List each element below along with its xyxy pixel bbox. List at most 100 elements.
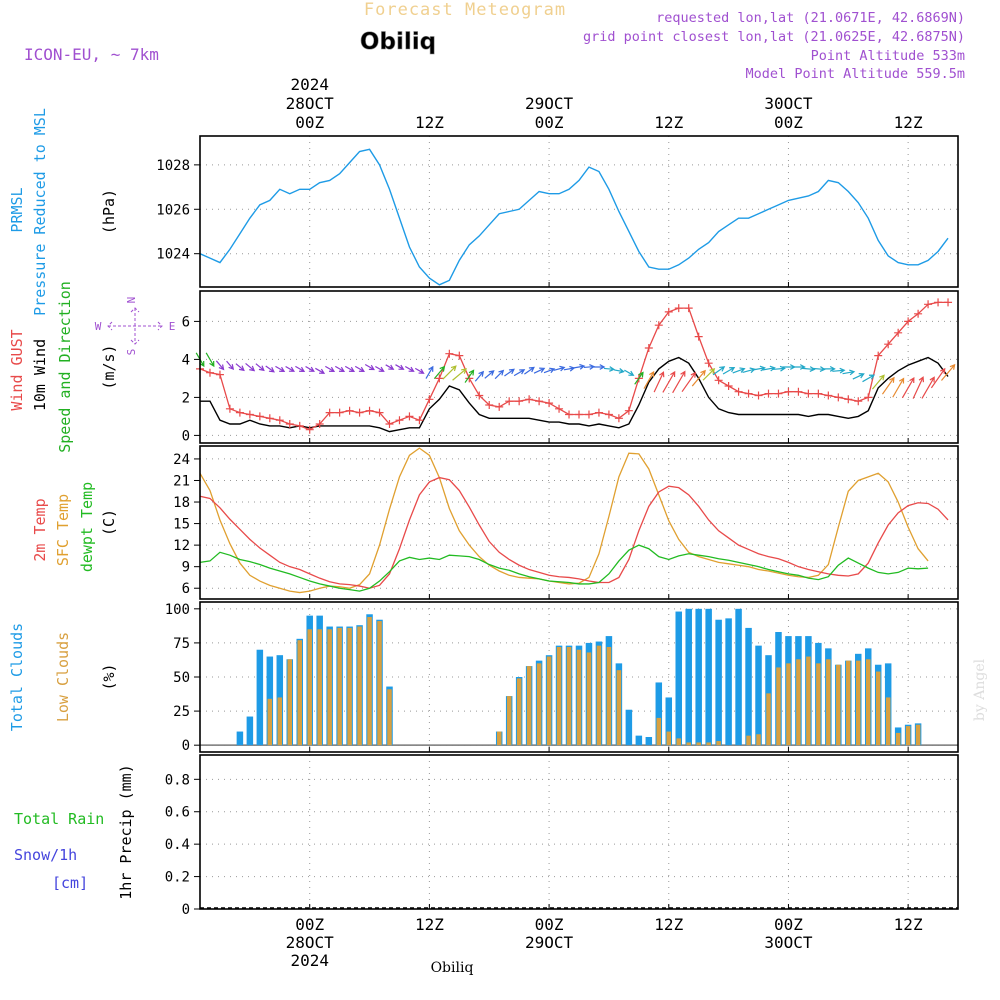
- gust-marker: [525, 395, 534, 404]
- gust-marker: [924, 300, 933, 309]
- y-tick-label: 0.2: [165, 870, 190, 886]
- wind-direction-arrow: [603, 366, 616, 372]
- wind-direction-arrow: [442, 365, 457, 380]
- gust-marker: [305, 425, 314, 434]
- gust-marker: [505, 397, 514, 406]
- wind-direction-arrow: [404, 365, 415, 372]
- gust-marker: [355, 408, 364, 417]
- grid-point-coords: grid point closest lon,lat (21.0625E, 42…: [583, 29, 965, 45]
- model-label: ICON-EU, ~ 7km: [24, 45, 159, 64]
- low-cloud-bar: [696, 742, 701, 746]
- wind-direction-arrow: [573, 363, 586, 370]
- bottom-time-label: 29OCT: [525, 933, 574, 952]
- wind-direction-arrow: [852, 373, 865, 380]
- wind-direction-arrow: [681, 371, 697, 393]
- pressure-label-msl: Pressure Reduced to MSL: [31, 108, 49, 316]
- low-cloud-bar: [905, 726, 911, 746]
- low-cloud-bar: [666, 731, 672, 746]
- gust-marker: [545, 399, 554, 408]
- gust-marker: [644, 344, 653, 352]
- requested-coords: requested lon,lat (21.0671E, 42.6869N): [656, 10, 965, 26]
- wind-direction-arrow: [553, 365, 566, 372]
- gust-marker: [914, 309, 923, 318]
- wind-direction-arrow: [494, 369, 505, 380]
- top-time-label: 12Z: [415, 113, 444, 132]
- low-cloud-bar: [556, 647, 562, 746]
- gust-marker: [255, 412, 264, 421]
- wind-direction-arrow: [752, 365, 766, 372]
- low-cloud-bar: [796, 659, 801, 746]
- gust-marker: [405, 412, 414, 421]
- wind-direction-arrow: [712, 366, 726, 376]
- gust-marker: [734, 387, 743, 396]
- y-tick-label: 0: [182, 902, 190, 918]
- gust-marker: [225, 404, 234, 413]
- y-tick-label: 0: [182, 738, 190, 754]
- wind-direction-arrow: [305, 365, 315, 372]
- panel-frame: [199, 601, 959, 753]
- low-clouds-label: Low Clouds: [54, 632, 72, 722]
- gust-marker: [445, 349, 454, 358]
- y-tick-label: 4: [182, 352, 190, 368]
- wind-direction-arrow: [702, 368, 716, 381]
- gust-marker: [704, 359, 713, 368]
- y-tick-label: 0.6: [165, 805, 190, 821]
- compass-west: W: [95, 320, 102, 333]
- wind-direction-arrow: [792, 364, 806, 370]
- gust-marker: [345, 406, 354, 415]
- total-cloud-bar: [755, 645, 762, 746]
- low-cloud-bar: [496, 731, 502, 746]
- side-labels: PRMSL Pressure Reduced to MSL Wind GUST 10m…: [8, 108, 175, 892]
- gust-marker: [515, 397, 524, 406]
- wind-direction-arrow: [215, 360, 225, 371]
- low-cloud-bar: [546, 656, 552, 746]
- low-cloud-bar: [586, 652, 592, 746]
- low-cloud-bar: [776, 667, 781, 746]
- y-tick-label: 1026: [156, 202, 190, 218]
- wind-direction-arrow: [653, 371, 665, 393]
- gust-marker: [245, 410, 254, 419]
- wind-direction-arrow: [930, 367, 946, 389]
- sfc-temp-line: [199, 447, 929, 594]
- wind-direction-arrow: [385, 364, 395, 370]
- gust-marker: [535, 397, 544, 406]
- y-tick-label: 0.8: [165, 772, 190, 788]
- gust-marker: [814, 389, 823, 398]
- t2m-temp-line: [199, 476, 949, 589]
- low-cloud-bar: [816, 663, 821, 746]
- gust-marker: [495, 402, 504, 411]
- y-tick-label: 2: [182, 390, 190, 406]
- wind-direction-arrow: [285, 365, 296, 372]
- total-cloud-bar: [715, 619, 722, 746]
- gust-marker: [325, 408, 334, 417]
- header: Forecast Meteogram Obiliq ICON-EU, ~ 7km…: [24, 0, 988, 976]
- wind-direction-arrow: [464, 369, 475, 383]
- total-cloud-bar: [236, 731, 244, 746]
- t2m-label: 2m Temp: [31, 498, 49, 561]
- gust-marker: [235, 408, 244, 417]
- gust-marker: [365, 406, 374, 415]
- top-time-label: 2024: [290, 75, 329, 94]
- panel-temperature: 6 9 12 15 18 21 24 (C): [100, 445, 959, 600]
- gust-marker: [485, 401, 494, 409]
- low-cloud-bar: [576, 649, 582, 746]
- y-tick-label: 50: [173, 670, 190, 686]
- gust-marker: [824, 391, 833, 400]
- low-cloud-bar: [327, 629, 332, 746]
- low-cloud-bar: [766, 693, 771, 746]
- low-cloud-bar: [387, 689, 392, 746]
- top-time-label: 12Z: [894, 113, 923, 132]
- gust-label: Wind GUST: [8, 329, 26, 410]
- wind-direction-arrow: [504, 368, 515, 377]
- y-tick-label: 15: [173, 517, 190, 533]
- y-tick-label: 24: [173, 452, 190, 468]
- low-cloud-bar: [656, 717, 662, 746]
- low-cloud-bar: [267, 698, 273, 746]
- wind-direction-arrow: [732, 367, 746, 374]
- wind-direction-arrow: [235, 363, 245, 372]
- pressure-label-prmsl: PRMSL: [8, 187, 26, 232]
- gust-marker: [874, 351, 883, 360]
- gust-marker: [455, 351, 464, 360]
- total-cloud-bar: [705, 608, 712, 746]
